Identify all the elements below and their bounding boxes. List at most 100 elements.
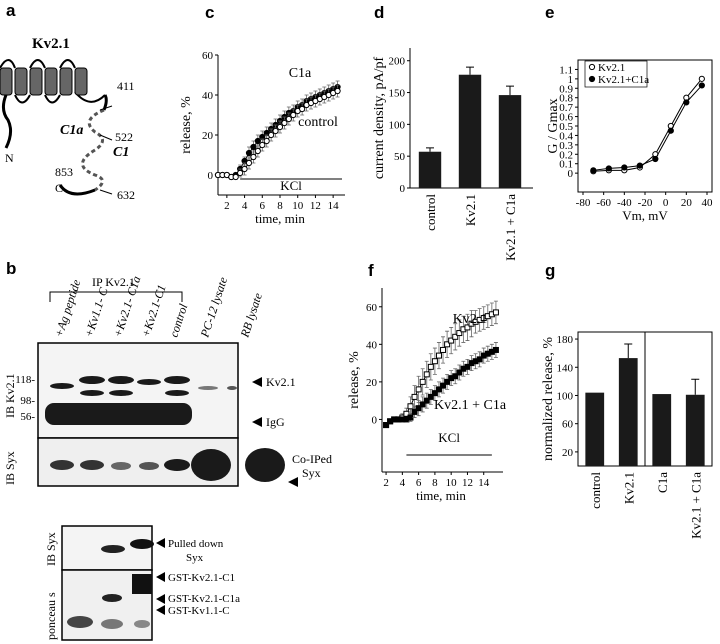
residue-label: 632: [117, 188, 135, 202]
marker: [250, 143, 257, 151]
y-tick-label: 0: [568, 168, 574, 180]
band: [245, 448, 285, 482]
y-tick-label: 1.1: [559, 64, 573, 76]
band: [102, 594, 122, 602]
band: [80, 390, 104, 396]
band: [50, 460, 74, 470]
band: [101, 545, 125, 553]
marker: [254, 137, 261, 145]
loop: [14, 94, 61, 104]
error-bar: [691, 378, 700, 395]
segment: [14, 67, 28, 96]
y-tick-label: 140: [557, 362, 574, 374]
marker: [431, 358, 438, 365]
diagram-title: Kv2.1: [32, 36, 70, 52]
y-tick-label: 180: [557, 334, 574, 346]
x-tick-label: 10: [446, 477, 458, 489]
x-tick-label: 14: [478, 477, 490, 489]
terminus-label: N: [5, 151, 14, 165]
x-tick-label: 12: [310, 200, 321, 212]
segment: [29, 67, 43, 96]
band: [108, 376, 134, 384]
x-tick-label: 8: [277, 200, 283, 212]
panel-label: f: [368, 261, 374, 280]
y-axis-label: normalized release, %: [541, 337, 556, 461]
marker: [456, 369, 463, 376]
marker-tick: [99, 105, 113, 111]
marker: [411, 393, 418, 400]
x-axis-label: time, min: [255, 211, 305, 226]
x-tick-label: 4: [242, 200, 248, 212]
marker: [259, 141, 266, 149]
bar: [585, 392, 605, 466]
chart: 0 20 40 60 release, % 2 4 6 8 10 12 14 time, min KCl K…: [347, 288, 507, 503]
band-label: Kv2.1: [266, 375, 296, 389]
marker: [237, 169, 244, 177]
marker: [250, 153, 257, 161]
panel-label: d: [374, 3, 384, 22]
channel-diagram: Kv2.1 411 C1a 522 C1 N 853 C 632: [0, 36, 135, 202]
y-tick-label: 100: [389, 119, 406, 131]
x-tick-label: 40: [702, 197, 714, 209]
marker: [241, 165, 248, 173]
error-bar: [624, 343, 633, 359]
residue-label: 853: [55, 165, 73, 179]
chart: 0 20 40 60 release, % 2 4 6 8 10 12 14 time, min KCl C…: [179, 50, 345, 226]
marker: [254, 147, 261, 155]
panel-label: e: [545, 3, 554, 22]
series-label: C1a: [289, 66, 312, 81]
marker: [683, 99, 690, 106]
marker: [621, 164, 628, 171]
marker: [698, 82, 705, 89]
mw-marker: 56-: [20, 411, 35, 423]
marker: [419, 401, 426, 408]
x-tick-label: 2: [224, 200, 230, 212]
legend-marker: [588, 75, 596, 83]
x-tick-label: 14: [328, 200, 340, 212]
band: [137, 379, 161, 385]
series-label: Kv2.1: [453, 312, 488, 327]
marker-tick: [99, 189, 113, 195]
row-label: IB Syx: [44, 532, 58, 566]
marker: [276, 123, 284, 131]
marker: [440, 382, 447, 389]
segment: [0, 67, 13, 96]
region-label: C1a: [60, 123, 83, 138]
band-label: GST-Kv1.1-C: [168, 605, 230, 617]
y-tick-label: 0.2: [559, 149, 573, 161]
band: [45, 403, 192, 425]
band: [67, 616, 93, 628]
y-tick-label: 0.1: [559, 159, 573, 171]
marker: [444, 341, 451, 348]
x-tick-label: 8: [432, 477, 438, 489]
y-tick-label: 0.3: [559, 140, 573, 152]
bar: [498, 95, 522, 188]
marker: [245, 159, 253, 167]
lane-label: +Kv1.1- C: [82, 285, 112, 339]
marker: [419, 378, 426, 385]
marker: [452, 373, 459, 380]
band: [198, 386, 218, 390]
chart: 00.10.20.30.40.50.60.70.80.911.1G / Gmax…: [546, 59, 714, 223]
marker: [383, 422, 390, 429]
band: [134, 620, 150, 628]
y-tick-label: 0.5: [559, 121, 573, 133]
marker: [272, 127, 279, 135]
marker: [263, 137, 270, 145]
band: [50, 383, 74, 389]
x-tick-label: 6: [260, 200, 266, 212]
y-tick-label: 0.8: [559, 93, 573, 105]
panel-label: b: [6, 259, 16, 278]
arrow: [156, 538, 165, 615]
marker: [334, 87, 341, 95]
marker: [427, 393, 434, 400]
marker-tick: [99, 134, 113, 141]
marker: [435, 386, 442, 393]
legend-label: Kv2.1+C1a: [598, 74, 649, 86]
band: [79, 376, 105, 384]
x-tick-label: 12: [462, 477, 473, 489]
x-axis-label: time, min: [416, 488, 466, 503]
row-label: IB Syx: [3, 451, 17, 485]
band-label: Co-IPed: [292, 452, 332, 466]
